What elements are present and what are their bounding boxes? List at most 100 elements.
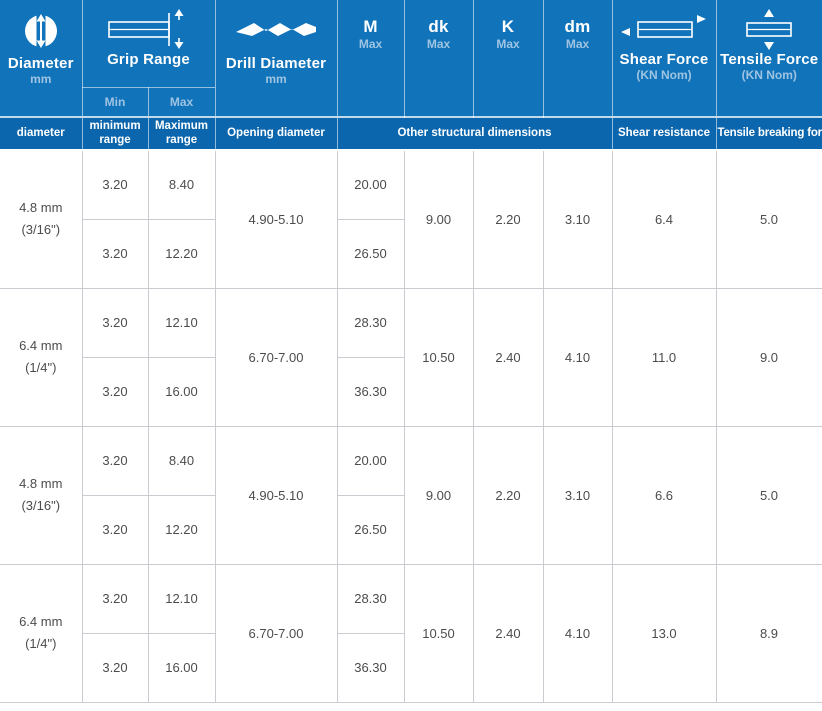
grip-range-header-label: Grip Range: [107, 51, 190, 68]
diameter-inch-text: (3/16"): [21, 498, 61, 513]
subheader-diameter: diameter: [0, 116, 83, 151]
dk-cell: 10.50: [403, 287, 474, 427]
grip-max-cell: 8.40: [147, 425, 216, 496]
grip-min-cell: 3.20: [81, 356, 149, 427]
m-max-cell: 28.30: [336, 563, 405, 634]
drill-diameter-cell: 4.90-5.10: [214, 149, 338, 289]
col-header-m: M Max: [337, 0, 405, 117]
k-unit-label: Max: [496, 37, 520, 51]
grip-max-cell: 12.20: [147, 218, 216, 289]
m-max-cell: 36.30: [336, 632, 405, 703]
diameter-mm-text: 6.4 mm: [19, 613, 63, 629]
drill-diameter-cell: 4.90-5.10: [214, 425, 338, 565]
col-header-drill-diameter: Drill Diameter mm: [215, 0, 338, 117]
col-header-k: K Max: [473, 0, 544, 117]
grip-max-cell: 12.10: [147, 563, 216, 634]
diameter-mm-text: 4.8 mm: [19, 200, 63, 216]
m-header-label: M: [363, 17, 378, 36]
subheader-shear-resistance: Shear resistance: [612, 116, 717, 151]
dm-cell: 3.10: [542, 149, 613, 289]
subheader-tensile-breaking: Tensile breaking force: [716, 116, 822, 151]
shear-force-cell: 11.0: [611, 287, 717, 427]
tensile-force-icon: [739, 7, 799, 51]
tensile-force-cell: 5.0: [715, 425, 822, 565]
col-header-tensile-force: Tensile Force (KN Nom): [716, 0, 822, 117]
col-header-shear-force: Shear Force (KN Nom): [612, 0, 717, 117]
grip-max-cell: 8.40: [147, 149, 216, 220]
m-max-cell: 26.50: [336, 218, 405, 289]
dk-cell: 9.00: [403, 149, 474, 289]
drill-bit-icon: [232, 7, 320, 55]
dm-cell: 4.10: [542, 563, 613, 703]
tensile-force-cell: 9.0: [715, 287, 822, 427]
diameter-inch-text: (3/16"): [21, 222, 61, 238]
diameter-mm-text: 4.8 mm: [19, 475, 63, 491]
col-header-dm: dm Max: [543, 0, 613, 117]
subheader-opening-diameter: Opening diameter: [215, 116, 338, 151]
dm-cell: 4.10: [542, 287, 613, 427]
subheader-other-dimensions: Other structural dimensions: [337, 116, 613, 151]
m-max-cell: 36.30: [336, 356, 405, 427]
subheader-max-range: Maximum range: [148, 116, 216, 151]
subheader-min-range: minimum range: [82, 116, 149, 151]
grip-min-cell: 3.20: [81, 425, 149, 496]
shear-force-cell: 6.4: [611, 149, 717, 289]
diameter-size-cell: 6.4 mm (1/4"): [0, 563, 83, 703]
drill-diameter-unit-label: mm: [265, 72, 287, 86]
dk-cell: 10.50: [403, 563, 474, 703]
shear-force-unit-label: (KN Nom): [636, 68, 692, 82]
grip-max-cell: 16.00: [147, 632, 216, 703]
grip-min-header: Min: [82, 86, 149, 117]
k-cell: 2.40: [472, 287, 544, 427]
tensile-force-cell: 8.9: [715, 563, 822, 703]
diameter-size-cell: 4.8 mm (3/16"): [0, 425, 83, 565]
shear-force-cell: 6.6: [611, 425, 717, 565]
tensile-force-cell: 5.0: [715, 149, 822, 289]
grip-max-cell: 12.10: [147, 287, 216, 358]
diameter-size-cell: 6.4 mm (1/4"): [0, 287, 83, 427]
grip-max-cell: 12.20: [147, 494, 216, 565]
m-max-cell: 26.50: [336, 494, 405, 565]
diameter-unit-label: mm: [30, 72, 52, 86]
m-max-cell: 20.00: [336, 425, 405, 496]
dm-cell: 3.10: [542, 425, 613, 565]
dk-header-label: dk: [428, 17, 449, 36]
col-header-dk: dk Max: [404, 0, 474, 117]
k-cell: 2.20: [472, 149, 544, 289]
drill-diameter-header-label: Drill Diameter: [225, 55, 327, 72]
grip-min-cell: 3.20: [81, 494, 149, 565]
tensile-force-header-label: Tensile Force: [720, 51, 819, 68]
shear-force-cell: 13.0: [611, 563, 717, 703]
diameter-header-label: Diameter: [7, 55, 74, 72]
diameter-inch-text: (1/4"): [25, 636, 57, 651]
drill-diameter-cell: 6.70-7.00: [214, 563, 338, 703]
grip-min-header-label: Min: [104, 94, 126, 109]
m-unit-label: Max: [358, 37, 383, 51]
dm-unit-label: Max: [565, 37, 590, 51]
grip-max-header-label: Max: [169, 94, 194, 109]
grip-max-cell: 16.00: [147, 356, 216, 427]
dm-header-label: dm: [564, 17, 591, 36]
grip-min-cell: 3.20: [81, 563, 149, 634]
grip-range-icon: [101, 7, 197, 51]
drill-diameter-cell: 6.70-7.00: [214, 287, 338, 427]
col-header-grip-range: Grip Range: [82, 0, 216, 87]
dk-unit-label: Max: [426, 37, 451, 51]
shear-force-header-label: Shear Force: [619, 51, 709, 68]
grip-min-cell: 3.20: [81, 218, 149, 289]
grip-min-cell: 3.20: [81, 149, 149, 220]
shear-force-icon: [616, 7, 712, 51]
grip-min-cell: 3.20: [81, 632, 149, 703]
grip-min-cell: 3.20: [81, 287, 149, 358]
grip-max-header: Max: [148, 86, 216, 117]
diameter-inch-text: (1/4"): [25, 360, 57, 375]
k-header-label: K: [501, 17, 515, 36]
diameter-mm-text: 6.4 mm: [19, 337, 63, 353]
dk-cell: 9.00: [403, 425, 474, 565]
k-cell: 2.40: [472, 563, 544, 703]
tensile-force-unit-label: (KN Nom): [741, 68, 797, 82]
k-cell: 2.20: [472, 425, 544, 565]
col-header-diameter: Diameter mm: [0, 0, 83, 117]
